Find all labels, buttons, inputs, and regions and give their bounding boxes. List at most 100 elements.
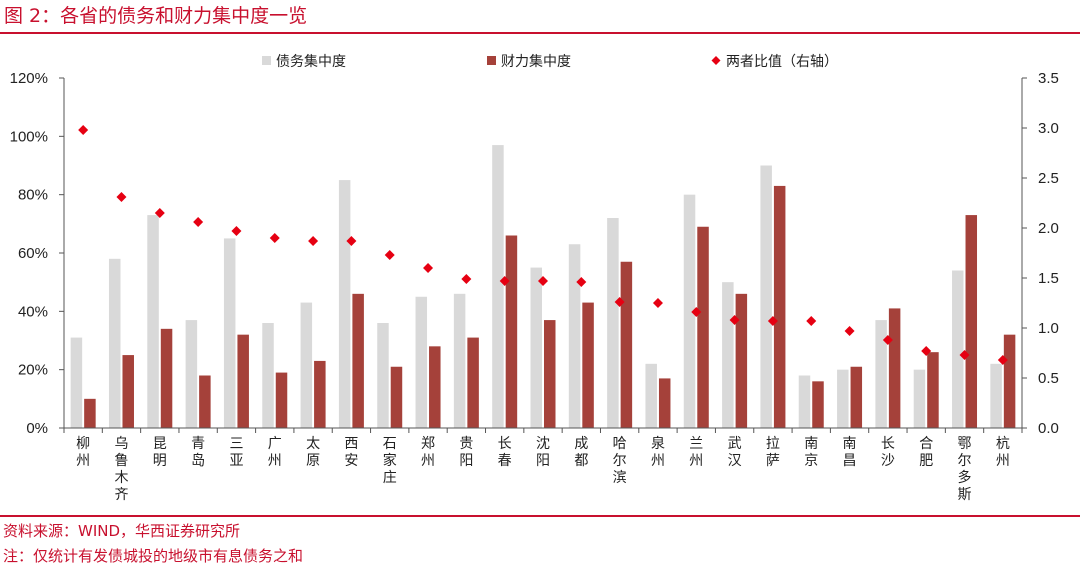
debt-bar [837,369,849,428]
right-y-axis: 0.0 0.5 1.0 1.5 2.0 2.5 3.0 3.5 [1021,70,1059,437]
category-label: 长沙 [881,436,895,469]
debt-bar [645,363,657,428]
debt-bar [798,375,811,428]
category-label: 柳州 [76,435,90,469]
category-label: 西安 [344,436,358,469]
right-tick-label: 3.5 [1038,70,1059,87]
category-label: 贵阳 [459,436,473,469]
debt-bar [952,270,964,428]
left-tick-label: 120% [10,70,48,87]
debt-bar [722,282,734,428]
legend-label-debt: 债务集中度 [276,53,346,70]
chart-title: 图 2：各省的债务和财力集中度一览 [4,5,308,27]
ratio-point [614,297,625,307]
left-tick-label: 100% [10,128,48,145]
fiscal-bar [812,381,824,428]
ratio-point [997,355,1008,365]
category-label: 长春 [498,436,512,469]
right-tick-label: 0.5 [1038,370,1059,387]
debt-bar [760,165,772,428]
ratio-point [576,277,587,287]
left-tick-label: 80% [18,187,48,204]
category-label: 拉萨 [766,436,780,469]
right-tick-label: 3.0 [1038,120,1059,137]
category-label: 昆明 [153,436,167,469]
ratio-point [691,307,702,317]
footnote: 注：仅统计有发债城投的地级市有息债务之和 [3,547,304,565]
ratio-point [729,315,740,325]
ratio-point [308,236,319,246]
category-label: 成都 [574,436,588,469]
debt-bar [875,320,887,428]
fiscal-bar [84,398,96,428]
right-tick-label: 1.5 [1038,270,1059,287]
ratio-point [423,263,434,273]
ratio-point [193,217,204,227]
fiscal-bar [237,334,249,428]
fiscal-bar [390,366,403,428]
debt-bar [262,323,274,428]
debt-bar [415,296,428,428]
fiscal-bar [888,308,901,428]
category-label: 兰州 [689,436,703,469]
debt-bar [223,238,236,428]
fiscal-bar [544,320,556,428]
fiscal-bar [1003,334,1016,428]
debt-bar [990,363,1002,428]
debt-bar [492,145,504,428]
category-label: 沈阳 [536,436,550,469]
left-tick-label: 20% [18,362,48,379]
left-y-axis: 0% 20% 40% 60% 80% 100% 120% [10,70,65,437]
bar-series [70,145,1016,428]
fiscal-bar [773,185,786,428]
debt-bar [453,293,466,428]
ratio-point [538,276,548,286]
debt-bar [913,369,926,428]
footer-divider [0,515,1080,517]
ratio-point [78,125,89,135]
fiscal-bar [352,293,364,428]
category-label: 泉州 [651,435,665,469]
ratio-point [844,326,855,336]
debt-bar [377,323,389,428]
fiscal-bar [467,337,479,428]
category-label: 哈尔滨 [613,436,627,486]
ratio-point [921,346,932,356]
fiscal-bar [620,261,633,428]
category-label: 合肥 [919,436,933,469]
debt-bar [683,194,696,428]
legend-swatch-ratio [711,56,721,65]
ratio-point [499,276,510,286]
category-label: 武汉 [728,436,742,469]
debt-bar [108,258,121,428]
category-label: 南京 [804,436,818,469]
category-label: 南昌 [843,436,857,469]
left-tick-label: 60% [18,245,48,262]
ratio-point [959,350,970,360]
category-label: 三亚 [229,436,243,469]
ratio-point [806,316,817,326]
right-tick-label: 2.5 [1038,170,1059,187]
fiscal-bar [429,346,441,428]
fiscal-bar [582,302,594,428]
ratio-point [269,233,280,243]
debt-bar [70,337,83,428]
debt-bar [147,215,159,428]
fiscal-bar [122,355,134,428]
ratio-point [652,298,663,308]
legend-label-fiscal: 财力集中度 [501,53,571,70]
legend: 债务集中度 财力集中度 两者比值（右轴） [262,53,838,70]
category-label: 杭州 [996,436,1010,469]
ratio-point [767,316,778,326]
fiscal-bar [697,226,709,428]
fiscal-bar [505,235,518,428]
legend-label-ratio: 两者比值（右轴） [726,54,838,70]
fiscal-bar [199,375,211,428]
fiscal-bar [275,372,288,428]
fiscal-bar [965,215,978,428]
category-label: 广州 [268,436,282,469]
fiscal-bar [160,328,173,428]
ratio-series [78,125,1008,365]
right-tick-label: 2.0 [1038,220,1059,237]
